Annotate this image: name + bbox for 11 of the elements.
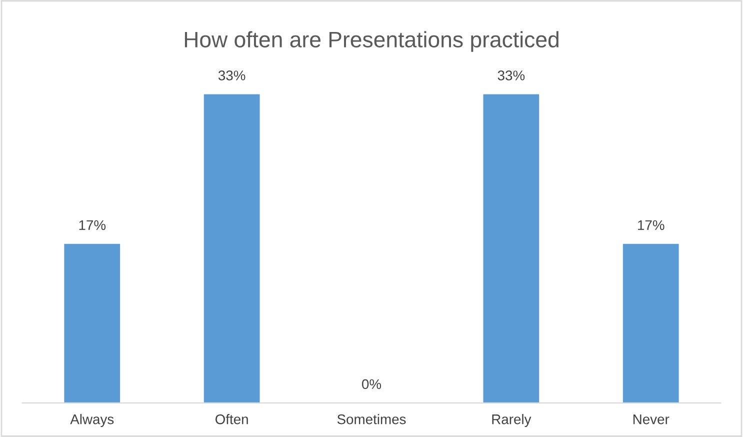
x-tick-label: Often: [215, 414, 248, 424]
data-label: 17%: [638, 220, 664, 230]
data-label: 17%: [79, 220, 106, 230]
data-label: 33%: [218, 70, 246, 80]
x-tick-label: Always: [70, 414, 114, 427]
chart-title: How often are Presentations practiced: [184, 31, 558, 52]
data-label: 0%: [362, 379, 382, 390]
x-tick-label: Sometimes: [337, 414, 406, 424]
data-label: 33%: [498, 70, 525, 80]
x-tick-label: Never: [633, 414, 670, 424]
x-tick-label: Rarely: [492, 414, 532, 427]
